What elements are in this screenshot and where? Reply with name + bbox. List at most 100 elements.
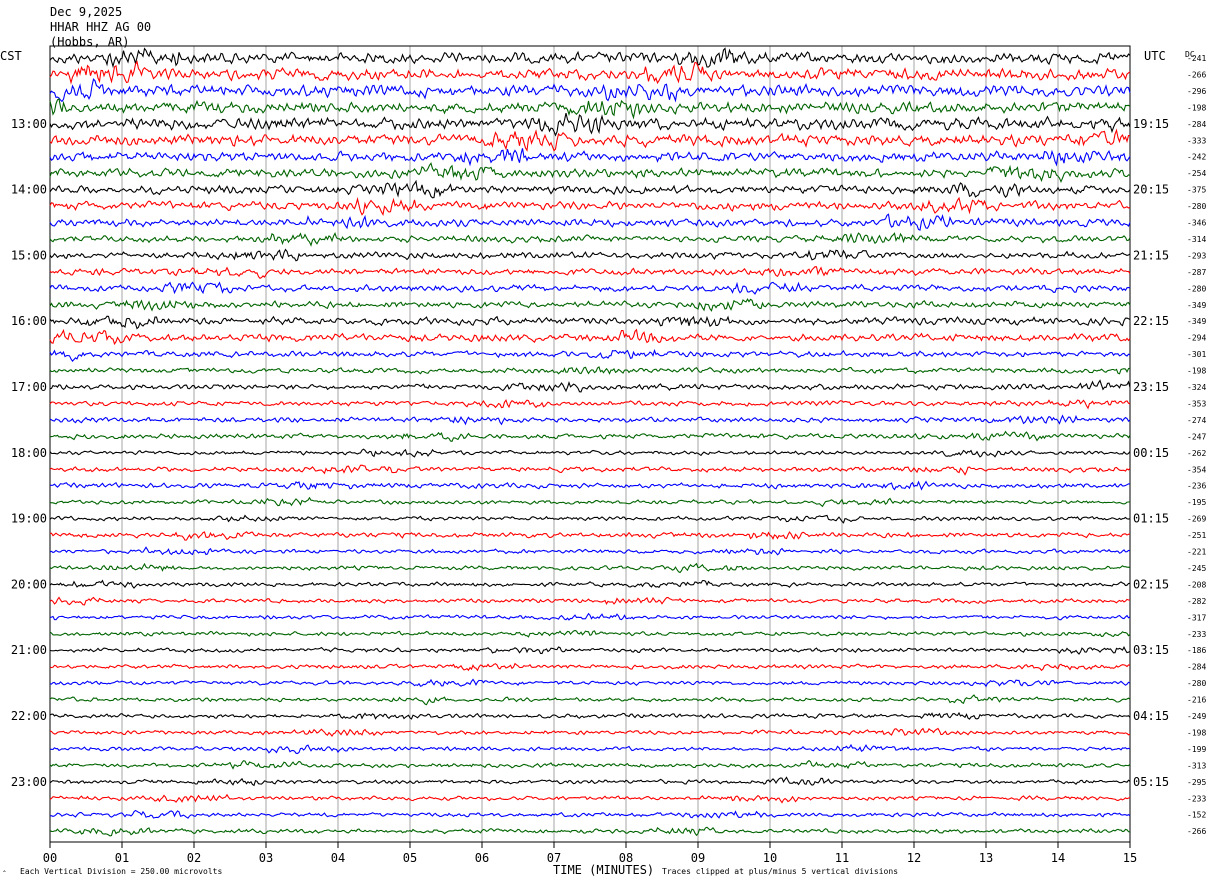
- clip-note: Traces clipped at plus/minus 5 vertical …: [662, 867, 899, 876]
- dc-offset-value: -324: [1187, 383, 1206, 392]
- x-tick-label: 10: [763, 851, 777, 865]
- dc-offset-value: -195: [1187, 498, 1206, 507]
- dc-offset-value: -241: [1187, 54, 1206, 63]
- left-hour-label: 13:00: [11, 117, 47, 131]
- dc-offset-value: -266: [1187, 70, 1206, 79]
- right-hour-label: 22:15: [1133, 314, 1169, 328]
- seismic-trace: [49, 148, 1131, 167]
- dc-offset-value: -216: [1187, 696, 1206, 705]
- seismic-trace: [49, 531, 1131, 541]
- seismic-trace: [49, 112, 1131, 137]
- station-code: HHAR HHZ AG 00: [50, 20, 152, 34]
- seismic-trace: [49, 430, 1131, 443]
- seismic-trace: [49, 546, 1131, 556]
- dc-offset-value: -349: [1187, 301, 1206, 310]
- dc-offset-value: -249: [1187, 712, 1206, 721]
- dc-offset-value: -280: [1187, 284, 1206, 293]
- seismic-trace: [49, 328, 1131, 346]
- dc-offset-value: -333: [1187, 136, 1206, 145]
- dc-offset-value: -236: [1187, 482, 1206, 491]
- seismic-trace: [49, 366, 1131, 375]
- seismic-trace: [49, 629, 1131, 638]
- dc-offset-value: -221: [1187, 548, 1206, 557]
- corner-mark: ˆ: [2, 870, 7, 879]
- seismic-trace: [49, 298, 1131, 312]
- dc-offset-value: -198: [1187, 367, 1206, 376]
- dc-offset-value: -198: [1187, 103, 1206, 112]
- seismic-trace: [50, 480, 1131, 491]
- x-tick-label: 12: [907, 851, 921, 865]
- dc-offset-value: -282: [1187, 597, 1206, 606]
- x-tick-label: 11: [835, 851, 849, 865]
- left-hour-label: 18:00: [11, 446, 47, 460]
- x-tick-label: 06: [475, 851, 489, 865]
- x-tick-label: 00: [43, 851, 57, 865]
- seismic-trace: [49, 662, 1131, 672]
- right-hour-label: 03:15: [1133, 643, 1169, 657]
- dc-offset-value: -199: [1187, 745, 1206, 754]
- right-hour-label: 02:15: [1133, 577, 1169, 591]
- dc-offset-value: -295: [1187, 778, 1206, 787]
- seismic-trace: [49, 196, 1131, 217]
- right-hour-label: 04:15: [1133, 709, 1169, 723]
- dc-offset-value: -346: [1187, 219, 1206, 228]
- dc-offset-value: -280: [1187, 202, 1206, 211]
- seismic-trace: [49, 694, 1131, 706]
- seismic-trace: [49, 596, 1131, 606]
- left-hour-label: 21:00: [11, 643, 47, 657]
- dc-header-label: DC: [1185, 50, 1195, 59]
- x-tick-label: 07: [547, 851, 561, 865]
- x-tick-label: 08: [619, 851, 633, 865]
- right-hour-label: 23:15: [1133, 380, 1169, 394]
- right-timezone-label: UTC: [1144, 49, 1166, 63]
- record-date: Dec 9,2025: [50, 5, 123, 19]
- dc-offset-value: -301: [1187, 350, 1206, 359]
- dc-offset-value: -280: [1187, 679, 1206, 688]
- seismic-trace: [49, 645, 1131, 655]
- x-tick-label: 04: [331, 851, 345, 865]
- dc-offset-value: -233: [1187, 630, 1206, 639]
- seismic-trace: [49, 348, 1131, 362]
- dc-offset-value: -375: [1187, 186, 1206, 195]
- right-hour-label: 19:15: [1133, 117, 1169, 131]
- x-tick-label: 15: [1123, 851, 1137, 865]
- seismic-trace: [49, 179, 1131, 199]
- dc-offset-value: -247: [1187, 432, 1206, 441]
- dc-offset-value: -314: [1187, 235, 1206, 244]
- seismic-trace: [49, 776, 1131, 787]
- right-hour-label: 01:15: [1133, 512, 1169, 526]
- right-hour-label: 05:15: [1133, 775, 1169, 789]
- seismic-trace: [49, 793, 1131, 804]
- dc-offset-value: -274: [1187, 416, 1206, 425]
- x-tick-label: 13: [979, 851, 993, 865]
- seismic-trace: [49, 128, 1130, 152]
- seismic-trace: [49, 678, 1131, 688]
- left-hour-label: 14:00: [11, 183, 47, 197]
- right-hour-label: 21:15: [1133, 248, 1169, 262]
- seismic-trace: [49, 379, 1131, 393]
- left-hour-label: 19:00: [11, 512, 47, 526]
- seismic-trace: [49, 281, 1131, 295]
- dc-offset-value: -254: [1187, 169, 1206, 178]
- left-timezone-label: CST: [0, 49, 22, 63]
- dc-offset-value: -293: [1187, 251, 1206, 260]
- seismic-trace: [49, 514, 1131, 524]
- x-tick-label: 02: [187, 851, 201, 865]
- seismic-trace: [49, 47, 1131, 69]
- seismic-trace: [49, 448, 1131, 458]
- dc-offset-value: -233: [1187, 794, 1206, 803]
- dc-offset-value: -266: [1187, 827, 1206, 836]
- right-hour-label: 00:15: [1133, 446, 1169, 460]
- seismic-trace: [49, 162, 1131, 183]
- dc-offset-value: -251: [1187, 531, 1206, 540]
- x-tick-label: 09: [691, 851, 705, 865]
- dc-offset-value: -262: [1187, 449, 1206, 458]
- dc-offset-value: -354: [1187, 465, 1206, 474]
- dc-offset-value: -313: [1187, 761, 1206, 770]
- left-hour-label: 23:00: [11, 775, 47, 789]
- dc-offset-value: -186: [1187, 646, 1206, 655]
- dc-offset-value: -294: [1187, 334, 1206, 343]
- seismic-trace: [49, 759, 1131, 770]
- dc-offset-value: -284: [1187, 663, 1206, 672]
